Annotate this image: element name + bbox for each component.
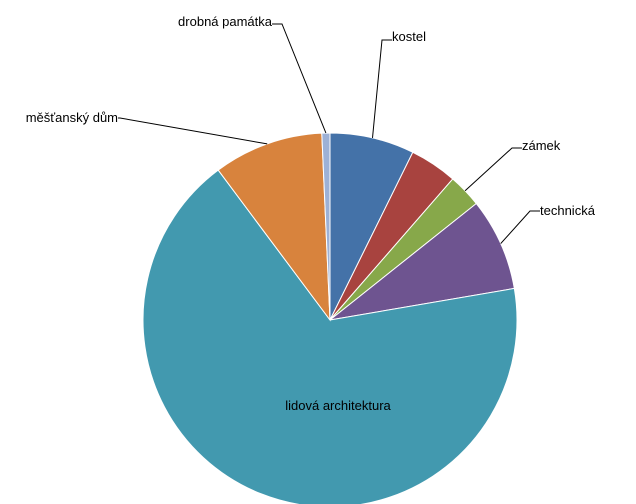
leader-line-drobna-pamatka bbox=[272, 23, 327, 134]
leader-line-kostel bbox=[372, 39, 392, 138]
pie-slice-mestansky-dum bbox=[217, 132, 331, 322]
leader-line-technicka bbox=[500, 210, 540, 244]
pie-slice-drobna-pamatka bbox=[321, 132, 331, 321]
leader-line-mestansky-dum bbox=[118, 117, 268, 145]
leader-line-zamek bbox=[464, 147, 522, 192]
slices-group bbox=[142, 132, 518, 504]
slice-label-drobna-pamatka: drobná památka bbox=[178, 14, 273, 29]
slice-label-mestansky-dum: měšťanský dům bbox=[26, 110, 118, 125]
leader-lines-group bbox=[118, 23, 540, 244]
slice-label-lidova-architektura: lidová architektura bbox=[285, 398, 391, 413]
pie-slice-technicka bbox=[329, 202, 515, 321]
pie-slice-lidova-architektura bbox=[142, 169, 518, 504]
labels-group: kostel zámek technická lidová architektura m… bbox=[26, 14, 596, 413]
slice-label-zamek: zámek bbox=[522, 138, 561, 153]
slice-label-technicka: technická bbox=[540, 203, 596, 218]
slice-label-kostel: kostel bbox=[392, 29, 426, 44]
